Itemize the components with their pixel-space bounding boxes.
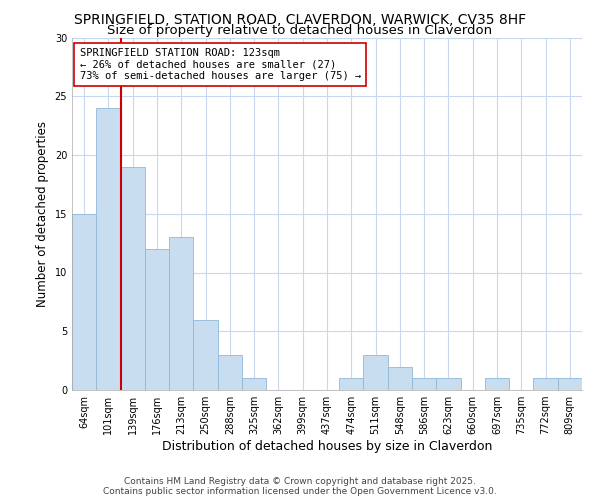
Bar: [72, 214, 96, 390]
Bar: [533, 378, 558, 390]
Bar: [96, 108, 121, 390]
Bar: [364, 355, 388, 390]
Y-axis label: Number of detached properties: Number of detached properties: [36, 120, 49, 306]
X-axis label: Distribution of detached houses by size in Claverdon: Distribution of detached houses by size …: [162, 440, 492, 453]
Bar: [169, 238, 193, 390]
Text: Contains HM Land Registry data © Crown copyright and database right 2025.
Contai: Contains HM Land Registry data © Crown c…: [103, 476, 497, 496]
Text: SPRINGFIELD STATION ROAD: 123sqm
← 26% of detached houses are smaller (27)
73% o: SPRINGFIELD STATION ROAD: 123sqm ← 26% o…: [80, 48, 361, 82]
Bar: [218, 355, 242, 390]
Bar: [436, 378, 461, 390]
Text: Size of property relative to detached houses in Claverdon: Size of property relative to detached ho…: [107, 24, 493, 37]
Bar: [412, 378, 436, 390]
Bar: [145, 249, 169, 390]
Bar: [121, 167, 145, 390]
Bar: [339, 378, 364, 390]
Bar: [558, 378, 582, 390]
Text: SPRINGFIELD, STATION ROAD, CLAVERDON, WARWICK, CV35 8HF: SPRINGFIELD, STATION ROAD, CLAVERDON, WA…: [74, 12, 526, 26]
Bar: [485, 378, 509, 390]
Bar: [242, 378, 266, 390]
Bar: [193, 320, 218, 390]
Bar: [388, 366, 412, 390]
